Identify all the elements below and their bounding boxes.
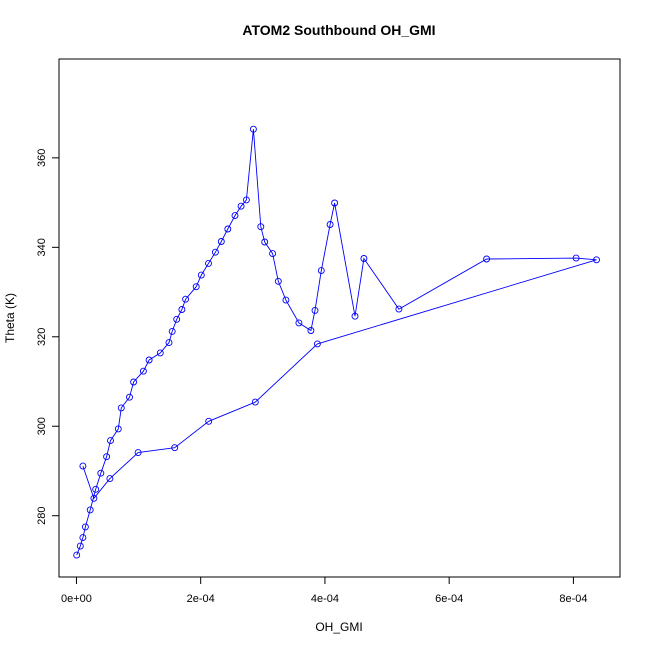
data-point xyxy=(79,534,87,542)
data-point xyxy=(231,212,239,220)
data-point xyxy=(351,312,359,320)
data-point xyxy=(593,256,600,264)
data-point xyxy=(173,315,181,323)
data-point xyxy=(251,398,259,406)
data-point xyxy=(76,542,84,550)
y-tick-label: 280 xyxy=(36,507,48,525)
data-point xyxy=(165,339,173,347)
data-point xyxy=(171,444,179,452)
data-point xyxy=(126,393,133,401)
data-point xyxy=(86,506,94,514)
data-point xyxy=(90,494,98,502)
y-axis-label: Theta (K) xyxy=(3,293,17,343)
data-point xyxy=(211,248,219,256)
x-axis: 0e+00 2e-04 4e-04 6e-04 8e-04 xyxy=(61,576,587,605)
x-tick-label: 2e-04 xyxy=(187,593,215,605)
data-point xyxy=(483,255,491,263)
data-point xyxy=(572,254,580,262)
x-tick-label: 4e-04 xyxy=(311,593,339,605)
data-point xyxy=(178,306,186,313)
x-tick-label: 6e-04 xyxy=(435,593,463,605)
data-point xyxy=(92,485,100,493)
plot-layer xyxy=(73,125,600,559)
data-point xyxy=(134,449,142,457)
data-point xyxy=(114,425,122,433)
data-point xyxy=(81,523,89,531)
x-tick-label: 8e-04 xyxy=(559,593,587,605)
data-point xyxy=(97,469,105,477)
data-point xyxy=(261,238,269,246)
data-point xyxy=(249,125,257,133)
data-point xyxy=(168,327,176,335)
data-point xyxy=(313,340,321,348)
data-point xyxy=(295,319,303,327)
data-point xyxy=(269,250,277,258)
data-point xyxy=(331,199,339,207)
data-point xyxy=(224,225,232,233)
data-point xyxy=(79,462,87,470)
data-point xyxy=(326,221,334,228)
data-point xyxy=(130,378,138,386)
x-axis-label: OH_GMI xyxy=(315,620,362,634)
data-point xyxy=(205,259,212,267)
data-point xyxy=(182,295,190,303)
data-point xyxy=(197,271,205,279)
chart-title: ATOM2 Southbound OH_GMI xyxy=(242,22,435,38)
data-point xyxy=(107,437,114,445)
data-point xyxy=(156,349,164,357)
data-point xyxy=(311,306,319,314)
data-point xyxy=(242,196,250,204)
y-tick-label: 300 xyxy=(36,417,48,435)
data-point xyxy=(192,283,200,291)
data-point xyxy=(282,296,290,304)
series-line xyxy=(76,129,597,556)
data-point xyxy=(360,255,368,262)
data-point xyxy=(103,453,111,461)
y-axis: 280 300 320 340 360 xyxy=(36,149,60,525)
data-point xyxy=(274,277,282,285)
data-point xyxy=(139,367,147,375)
data-point xyxy=(317,267,325,275)
data-point xyxy=(395,305,403,313)
data-point xyxy=(106,475,114,483)
data-point xyxy=(205,417,213,425)
data-point xyxy=(73,551,81,559)
y-tick-label: 320 xyxy=(36,328,48,346)
y-tick-label: 360 xyxy=(36,149,48,167)
data-point xyxy=(217,238,225,245)
data-point xyxy=(307,327,315,334)
data-point xyxy=(145,356,153,364)
x-tick-label: 0e+00 xyxy=(61,593,92,605)
y-tick-label: 340 xyxy=(36,238,48,256)
data-point xyxy=(257,223,265,231)
data-point xyxy=(117,404,125,412)
data-point xyxy=(237,202,245,210)
